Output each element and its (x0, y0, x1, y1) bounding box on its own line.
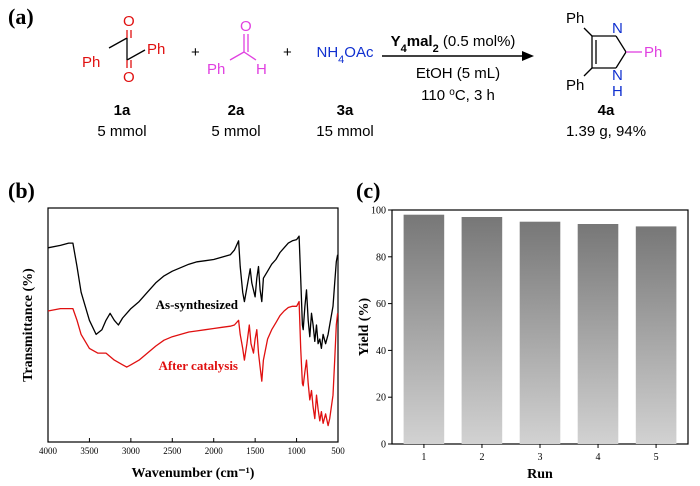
compound-label-3a: 3a (337, 102, 354, 119)
y-tick-label: 20 (376, 393, 386, 404)
x-axis-label: Run (527, 467, 553, 482)
x-tick-label: 3500 (80, 446, 99, 456)
x-tick-label: 4 (596, 452, 601, 463)
degree-sign: o (449, 87, 455, 98)
compound-amount-3a: 15 mmol (316, 123, 374, 140)
bond (583, 67, 593, 77)
y-tick-label: 60 (376, 299, 386, 310)
atom-label: Ph (644, 44, 662, 61)
subscript: 4 (338, 54, 344, 66)
solvent-text: EtOH (5 mL) (416, 65, 500, 82)
atom-label: Ph (82, 54, 100, 71)
catalyst-formula: Y4mal2 (391, 33, 439, 55)
x-tick-label: 2000 (205, 446, 224, 456)
catalyst-loading: (0.5 mol%) (439, 33, 516, 50)
x-tick-label: 5 (654, 452, 659, 463)
bond (615, 51, 627, 69)
y-tick-label: 100 (371, 206, 386, 217)
y-tick-label: 80 (376, 252, 386, 263)
atom-label: H (256, 61, 267, 78)
bond (243, 51, 257, 61)
catalyst-text: Y4mal2 (0.5 mol%) (391, 33, 516, 55)
conditions-part: C, 3 h (455, 87, 495, 104)
yield-bar-chart: 1 2 3 4 5 0 20 40 60 80 100 Run Yield (%) (357, 206, 689, 482)
atom-label: N (612, 67, 623, 84)
atom-label: Ph (566, 77, 584, 94)
atom-label: O (240, 18, 252, 35)
bars-group (403, 214, 677, 444)
conditions-part: 110 (421, 87, 449, 104)
arrow-head (522, 51, 534, 61)
axes: 1 2 3 4 5 0 20 40 60 80 100 (371, 206, 659, 464)
compound-label-4a: 4a (598, 102, 615, 119)
x-tick-label: 2 (479, 452, 484, 463)
atom-label: O (123, 13, 135, 30)
compound-label-1a: 1a (114, 102, 131, 119)
ftir-chart: 4000 3500 3000 2500 2000 1500 1000 500 Wavenumb… (21, 207, 345, 481)
bond (229, 51, 245, 61)
compound-4a-structure: Ph Ph Ph N N H (566, 10, 662, 100)
series-label-after-catalysis: After catalysis (158, 358, 238, 373)
x-axis-label: Wavenumber (cm⁻¹) (132, 466, 255, 481)
panel-label-c: (c) (356, 178, 381, 203)
subscript: 4 (401, 43, 408, 55)
bar-run-5 (635, 226, 677, 444)
x-tick-label: 2500 (163, 446, 182, 456)
panel-label-a: (a) (8, 4, 34, 29)
x-tick-label: 3000 (122, 446, 141, 456)
y-axis-label: Yield (%) (357, 298, 372, 357)
plus-sign: + (191, 44, 200, 61)
x-axis: 4000 3500 3000 2500 2000 1500 1000 500 (39, 438, 345, 456)
atom-label: Ph (207, 61, 225, 78)
compound-amount-2a: 5 mmol (211, 123, 260, 140)
bond (126, 49, 146, 61)
reaction-scheme: Ph Ph O O 1a 5 mmol + Ph O H 2a 5 mmol +… (82, 10, 662, 140)
formula-part: mal (407, 33, 433, 50)
bar-run-1 (403, 214, 445, 444)
bar-run-3 (519, 221, 561, 444)
compound-2a-structure: Ph O H (207, 18, 267, 78)
x-tick-label: 1500 (246, 446, 265, 456)
temperature-time-text: 110 oC, 3 h (421, 87, 495, 105)
x-tick-label: 4000 (39, 446, 58, 456)
atom-label: H (612, 83, 623, 100)
y-axis-label: Transmittance (%) (21, 268, 36, 382)
atom-label: N (612, 20, 623, 37)
subscript: 2 (433, 43, 439, 55)
plot-frame (47, 207, 339, 443)
x-tick-label: 1000 (288, 446, 307, 456)
plus-sign: + (283, 44, 292, 61)
series-line-as-synthesized (47, 235, 339, 350)
x-tick-label: 3 (538, 452, 543, 463)
y-tick-label: 40 (376, 346, 386, 357)
x-tick-label: 1 (421, 452, 426, 463)
formula-part: NH (317, 44, 339, 61)
formula-part: Y (391, 33, 401, 50)
series-group (47, 235, 339, 427)
compound-1a-structure: Ph Ph O O (82, 13, 165, 86)
x-tick-label: 500 (331, 446, 345, 456)
atom-label: O (123, 69, 135, 86)
atom-label: Ph (566, 10, 584, 27)
compound-amount-4a: 1.39 g, 94% (566, 123, 646, 140)
bond (615, 35, 627, 53)
y-tick-label: 0 (381, 440, 386, 451)
formula-part: OAc (344, 44, 374, 61)
compound-formula-3a: NH4OAc (317, 44, 374, 66)
bar-run-4 (577, 224, 619, 444)
atom-label: Ph (147, 41, 165, 58)
bond (583, 27, 593, 37)
compound-amount-1a: 5 mmol (97, 123, 146, 140)
series-label-as-synthesized: As-synthesized (156, 297, 239, 312)
panel-label-b: (b) (8, 178, 35, 203)
series-line-after-catalysis (47, 300, 339, 427)
bar-run-2 (461, 217, 503, 444)
bond (108, 37, 128, 49)
compound-label-2a: 2a (228, 102, 245, 119)
